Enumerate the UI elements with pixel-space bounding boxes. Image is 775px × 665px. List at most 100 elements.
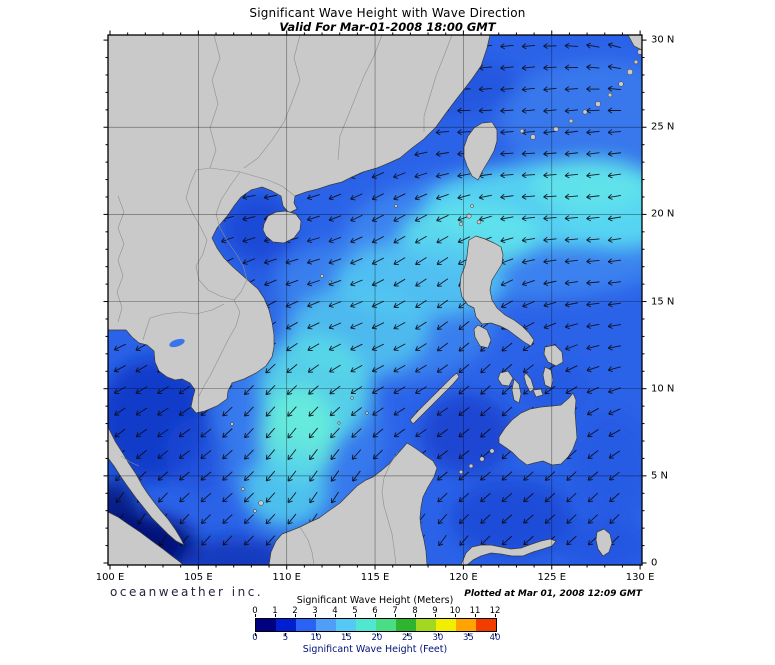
y-axis-label: 20 N (651, 208, 675, 220)
colorbar-segment (356, 619, 376, 631)
colorbar-segment (336, 619, 356, 631)
y-axis-label: 15 N (651, 296, 675, 308)
graticule-layer (108, 35, 642, 565)
colorbar-meters-tick: 1 (272, 606, 278, 616)
colorbar-meters-tick: 10 (449, 606, 461, 616)
landmass-corner-ne (627, 35, 642, 51)
landmass-samar (543, 344, 564, 367)
colorbar-meters-tick: 2 (292, 606, 298, 616)
colorbar-tick-mark (255, 614, 256, 617)
landmass-mindoro (473, 324, 492, 349)
landmass-sulawesi (460, 538, 557, 565)
land-layer (108, 35, 642, 565)
landmass-bohol (532, 388, 544, 398)
colorbar-tick-mark (346, 633, 348, 636)
y-axis-label: 30 N (651, 34, 675, 46)
colorbar-feet-label: Significant Wave Height (Feet) (302, 644, 448, 655)
colorbar-meters-tick: 3 (312, 606, 318, 616)
colorbar-feet-tick: 5 (282, 633, 289, 643)
colorbar-feet-tick: 15 (341, 633, 352, 643)
colorbar-meters-tick: 11 (469, 606, 481, 616)
colorbar-feet-tick: 20 (371, 633, 383, 643)
colorbar-tick-mark (295, 614, 296, 617)
colorbar-tick-mark (468, 633, 470, 636)
landmass-halmahera (595, 528, 613, 557)
colorbar-tick-mark (376, 633, 378, 636)
colorbar-segment (416, 619, 436, 631)
colorbar-tick-mark (375, 614, 376, 617)
landmass-malay-peninsula (108, 426, 185, 546)
colorbar-tick-mark (275, 614, 276, 617)
colorbar-segment (476, 619, 496, 631)
x-axis-label: 120 E (449, 572, 478, 583)
small-islands-layer (169, 49, 642, 513)
x-axis-label: 115 E (360, 572, 390, 583)
landmass-cebu (523, 372, 535, 393)
landmass-sumatra (108, 511, 184, 565)
y-axis-label: 5 N (651, 470, 669, 482)
colorbar-meters-tick: 5 (352, 606, 358, 616)
x-axis-label: 105 E (184, 572, 213, 583)
colorbar-tick-mark (475, 614, 476, 617)
colorbar-tick-mark (435, 614, 436, 617)
colorbar-meters-label: Significant Wave Height (Meters) (296, 595, 454, 606)
colorbar-segment (256, 619, 276, 631)
colorbar-meters-tick: 7 (392, 606, 398, 616)
y-axis-label: 10 N (651, 383, 675, 395)
lake-tonle-sap (169, 338, 185, 348)
landmass-palawan (409, 372, 460, 425)
colorbar: Significant Wave Height (Meters) Signifi… (252, 595, 500, 655)
colorbar-meters-tick: 6 (372, 606, 378, 616)
colorbar-feet-tick: 25 (401, 633, 413, 643)
colorbar-meters-tick: 12 (489, 606, 501, 616)
colorbar-feet-tick: 0 (252, 633, 258, 643)
colorbar-tick-mark (315, 633, 317, 636)
landmass-mindanao (498, 392, 578, 466)
colorbar-tick-mark (315, 614, 316, 617)
colorbar-tick-mark (355, 614, 356, 617)
valid-time-subtitle: Valid For Mar-01-2008 18:00 GMT (279, 20, 496, 34)
colorbar-tick-mark (285, 633, 287, 636)
y-axis-label: 25 N (651, 121, 675, 133)
x-axis-label: 130 E (625, 572, 655, 583)
oceanweather-branding: oceanweather inc. (110, 585, 264, 599)
colorbar-segment (376, 619, 396, 631)
colorbar-segment (396, 619, 416, 631)
colorbar-tick-mark (437, 633, 439, 636)
colorbar-meters-tick: 8 (412, 606, 418, 616)
colorbar-feet-tick: 35 (462, 633, 474, 643)
colorbar-tick-mark (495, 614, 496, 617)
landmass-negros (511, 378, 522, 404)
colorbar-meters-tick: 0 (252, 606, 258, 616)
colorbar-segment (316, 619, 336, 631)
colorbar-feet-tick: 40 (489, 633, 501, 643)
colorbar-meters-tick: 4 (332, 606, 338, 616)
colorbar-segment (456, 619, 476, 631)
colorbar-segment (276, 619, 296, 631)
colorbar-tick-mark (407, 633, 409, 636)
colorbar-gradient (255, 618, 497, 632)
landmass-luzon (459, 235, 535, 347)
page-title: Significant Wave Height with Wave Direct… (249, 6, 526, 20)
y-axis-label: 0 (651, 557, 658, 569)
colorbar-feet-tick: 10 (310, 633, 322, 643)
x-axis-label: 110 E (272, 572, 301, 583)
landmass-mainland-asia (108, 35, 491, 414)
colorbar-meters-tick: 9 (432, 606, 438, 616)
landmass-panay (497, 370, 514, 387)
colorbar-feet-tick: 30 (432, 633, 444, 643)
wave-height-field (108, 53, 642, 565)
x-axis-label: 100 E (95, 572, 125, 583)
colorbar-tick-mark (335, 614, 336, 617)
colorbar-tick-mark (495, 633, 496, 636)
colorbar-tick-mark (255, 633, 256, 636)
landmass-taiwan (463, 121, 498, 181)
landmass-borneo (268, 442, 438, 565)
colorbar-segment (436, 619, 456, 631)
landmass-leyte (542, 366, 554, 389)
political-borders-layer (116, 35, 453, 565)
plotted-timestamp: Plotted at Mar 01, 2008 12:09 GMT (464, 589, 642, 599)
x-axis-label: 125 E (537, 572, 567, 583)
